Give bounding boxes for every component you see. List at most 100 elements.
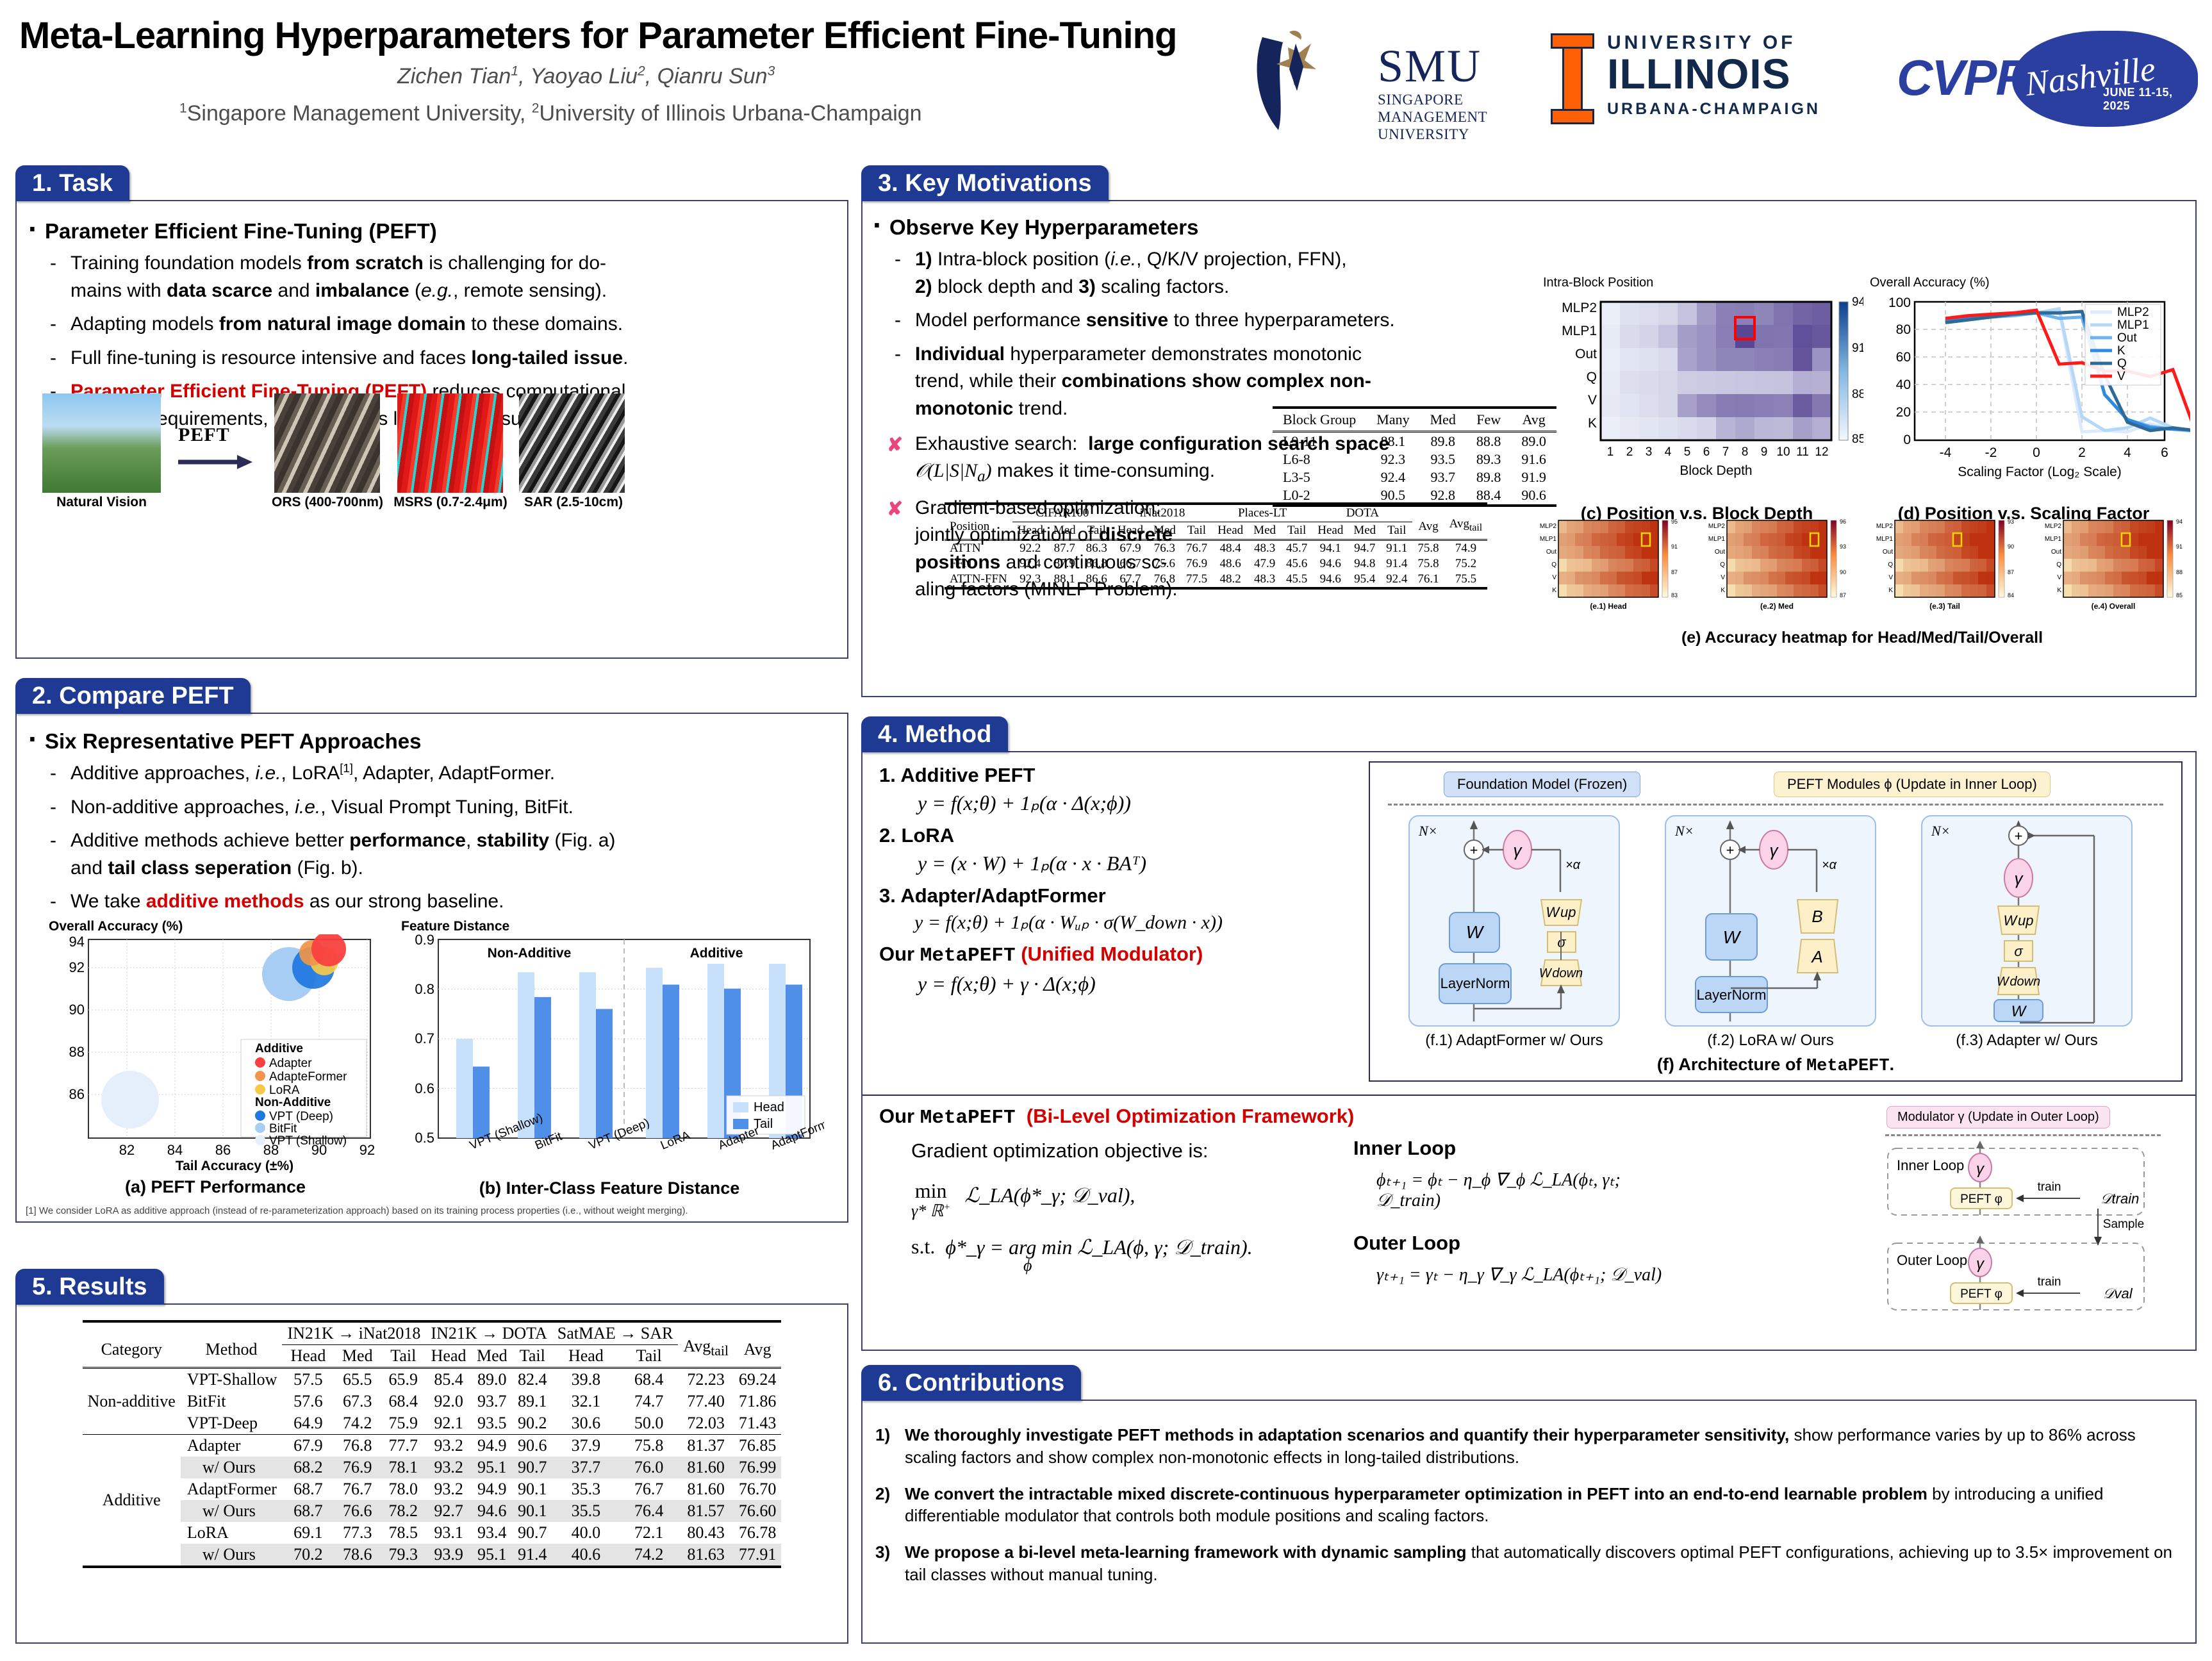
svg-text:AdapteFormer: AdapteFormer	[269, 1070, 347, 1084]
bilevel-grad-label: Gradient optimization objective is:	[911, 1139, 1209, 1162]
motivations-cross-1: ✘ Exhaustive search: large configuration …	[887, 433, 1390, 486]
section-results: 5. Results Category Method IN21K → iNat201…	[15, 1269, 848, 1644]
svg-text:86: 86	[69, 1086, 85, 1102]
svg-text:(e.1) Head: (e.1) Head	[1590, 602, 1626, 611]
svg-text:88: 88	[69, 1044, 85, 1060]
svg-text:0.5: 0.5	[415, 1130, 434, 1146]
table-row: L0-2 90.5 92.8 88.4 90.6	[1283, 487, 1546, 503]
task-bullet-2: Adapting models from natural image domai…	[23, 311, 828, 338]
svg-text:Additive: Additive	[690, 946, 743, 961]
task-bullet-1: Training foundation models from scratch …	[23, 250, 828, 304]
fig-d-container: Overall Accuracy (%) 100 80 60 40 20 0 -4 -2 0…	[1870, 276, 2197, 523]
page-title: Meta-Learning Hyperparameters for Parame…	[19, 15, 1177, 56]
affiliation-list: 1Singapore Management University, 2Unive…	[179, 101, 922, 126]
svg-text:W: W	[1466, 922, 1485, 942]
svg-text:W down: W down	[1997, 975, 2040, 989]
svg-text:V: V	[1721, 574, 1725, 581]
inner-loop-eq: ϕₜ₊₁ = ϕₜ − η_ϕ ∇_ϕ ℒ_LA(ϕₜ, γₜ; 𝒟_train…	[1376, 1170, 1621, 1211]
fig-b-container: Feature Distance 0.9 0.8 0.7 0.6 0.5 Non-Ad…	[401, 919, 840, 1198]
svg-text:12: 12	[1815, 445, 1828, 459]
smu-logo-text: SMU	[1378, 40, 1482, 92]
svg-text:2: 2	[2078, 445, 2086, 460]
fig-c-caption: (c) Position v.s. Block Depth	[1580, 504, 1813, 523]
svg-text:95: 95	[1671, 518, 1678, 525]
svg-text:MLP1: MLP1	[1876, 536, 1894, 543]
svg-text:train: train	[2038, 1180, 2061, 1194]
method-ours-eq: y = f(x;θ) + γ · Δ(x;ϕ)	[918, 972, 1096, 995]
fig-a-chart: 94 92 90 88 86 82 84 86 88 90 92 Additive Adapt…	[69, 932, 375, 1173]
svg-text:80: 80	[1896, 322, 1911, 337]
svg-text:K: K	[1889, 587, 1894, 594]
svg-text:γ: γ	[1976, 1255, 1985, 1273]
table-row: BitFit 57.6 67.3 68.4 92.0 93.7 89.1 32.1 74.7 77…	[186, 1392, 777, 1410]
svg-text:88: 88	[263, 1142, 279, 1158]
legend-frozen-badge: Foundation Model (Frozen)	[1444, 772, 1641, 797]
section-motivations-body: Observe Key Hyperparameters 1) Intra-blo…	[861, 200, 2197, 697]
svg-text:VPT (Shallow): VPT (Shallow)	[269, 1134, 347, 1148]
outer-loop-box-label: Outer Loop	[1897, 1252, 1967, 1268]
method-item-3-eq: y = f(x;θ) + 1ₚ(α · Wᵤₚ · σ(W_down · x))	[914, 912, 1223, 933]
method-item-1-label: 1. Additive PEFT	[879, 764, 1036, 786]
svg-text:×α: ×α	[1822, 858, 1837, 872]
svg-text:87: 87	[1671, 569, 1678, 575]
compare-bullet-3: Additive methods achieve better performa…	[23, 827, 834, 882]
image-caption-ors: ORS (400-700nm)	[272, 495, 383, 509]
svg-text:Q: Q	[1587, 370, 1597, 384]
table-row: Non-additive VPT-Shallow 57.5 65.5 65.9 85.4 8…	[82, 1368, 782, 1410]
svg-text:train: train	[2038, 1275, 2061, 1289]
svg-text:K: K	[1552, 587, 1556, 594]
svg-text:Tail: Tail	[754, 1117, 773, 1131]
arch-f2-caption: (f.2) LoRA w/ Ours	[1707, 1032, 1834, 1049]
section-method-body: 1. Additive PEFT y = f(x;θ) + 1ₚ(α · Δ(x…	[861, 751, 2197, 1351]
motivations-heading: Observe Key Hyperparameters	[868, 208, 1547, 242]
legend-peft-badge: PEFT Modules ϕ (Update in Inner Loop)	[1774, 772, 2051, 797]
svg-text:BitFit: BitFit	[269, 1122, 297, 1136]
svg-text:γ: γ	[2015, 869, 2024, 888]
svg-text:90: 90	[311, 1142, 327, 1158]
svg-text:PEFT φ: PEFT φ	[1960, 1287, 2002, 1301]
table-row: VPT-Deep 64.9 74.2 75.9 92.1 93.5 90.2 30.6 50.0…	[186, 1414, 777, 1432]
svg-text:W down: W down	[1539, 966, 1583, 980]
position-table: Position CIFAR100 iNat2018 Places-LT DOTA Avg…	[945, 502, 1488, 591]
svg-text:60: 60	[1896, 350, 1911, 365]
section-motivations: 3. Key Motivations Observe Key Hyperpara…	[861, 165, 2197, 697]
svg-text:0: 0	[2033, 445, 2040, 460]
compare-bullet-4: We take additive methods as our strong b…	[23, 888, 834, 916]
svg-text:7: 7	[1722, 445, 1729, 459]
svg-text:Tail Accuracy (±%): Tail Accuracy (±%)	[176, 1159, 293, 1173]
svg-text:86: 86	[215, 1142, 231, 1158]
table-row: AdaptFormer 68.7 76.7 78.0 93.2 94.9 90.1 35.3 7…	[186, 1480, 777, 1498]
bilevel-title: Our MetaPEFT (Bi-Level Optimization Fram…	[879, 1105, 1355, 1129]
svg-text:V: V	[1588, 393, 1597, 408]
svg-text:96: 96	[1840, 518, 1846, 525]
image-caption-natural: Natural Vision	[56, 495, 147, 509]
ors-image	[274, 393, 380, 493]
arch-panel-adapter: N× + γ W up σ W down W	[1921, 815, 2133, 1027]
svg-text:90: 90	[1840, 569, 1846, 575]
logo-row: SMU SINGAPORE MANAGEMENT UNIVERSITY UNIVE…	[1250, 18, 2198, 142]
arch-f1-caption: (f.1) AdaptFormer w/ Ours	[1425, 1032, 1603, 1049]
modulator-divider	[1885, 1134, 2161, 1136]
fig-a-container: Overall Accuracy (%) 94 92 90 88 86 82 84 86 …	[49, 919, 395, 1196]
svg-text:γ: γ	[1514, 841, 1523, 860]
svg-text:MLP1: MLP1	[1540, 536, 1557, 543]
svg-text:Q: Q	[1888, 561, 1894, 568]
svg-text:100: 100	[1888, 295, 1911, 310]
svg-text:Out: Out	[2117, 331, 2137, 345]
svg-text:Out: Out	[2051, 549, 2061, 556]
fig-a-ytitle: Overall Accuracy (%)	[49, 919, 183, 934]
svg-text:Q: Q	[1551, 561, 1556, 568]
svg-text:4: 4	[2124, 445, 2131, 460]
author-list: Zichen Tian1, Yaoyao Liu2, Qianru Sun3	[397, 64, 775, 89]
svg-text:W up: W up	[2003, 913, 2033, 929]
inner-loop-box-label: Inner Loop	[1897, 1157, 1964, 1173]
fig-c-highlight-box	[1734, 316, 1756, 340]
fig-d-title: Overall Accuracy (%)	[1870, 276, 1990, 290]
table-row: ATTN-FFN 92.3 88.1 86.6 67.7 76.8 77.5 48.2 48.3…	[950, 572, 1477, 586]
cvpr-logo: CVPR Nashville JUNE 11-15, 2025	[1897, 27, 2198, 133]
contribution-item: 2) We convert the intractable mixed disc…	[875, 1483, 2104, 1526]
table-row: ATTN 92.2 87.7 86.3 67.9 76.3 76.7 48.4 48.3 45.7…	[950, 541, 1477, 555]
